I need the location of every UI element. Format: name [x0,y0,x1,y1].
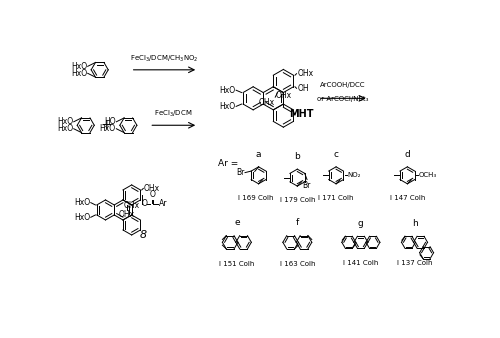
Text: OH: OH [298,84,309,93]
Text: I 179 Colh: I 179 Colh [280,197,315,203]
Text: d: d [404,150,410,159]
Text: HxO: HxO [74,213,90,222]
Text: a: a [256,150,262,159]
Text: FeCl$_3$/DCM/CH$_3$NO$_2$: FeCl$_3$/DCM/CH$_3$NO$_2$ [130,53,198,64]
Text: HxO: HxO [100,124,116,133]
Text: 8: 8 [140,230,147,240]
Text: g: g [358,219,364,228]
Text: OHx: OHx [259,98,275,107]
Text: HxO: HxO [74,198,90,207]
Text: HxO: HxO [219,102,236,111]
Text: OCH₃: OCH₃ [419,172,437,178]
Text: HxO: HxO [71,69,87,78]
Text: FeCl$_3$/DCM: FeCl$_3$/DCM [154,109,192,119]
Text: I 151 Colh: I 151 Colh [219,261,254,267]
Text: OHx: OHx [124,200,140,210]
Text: NO₂: NO₂ [348,172,361,178]
Text: e: e [234,218,239,227]
Text: HxO: HxO [71,62,87,71]
Text: OHx: OHx [118,210,134,219]
Text: Br: Br [236,168,244,177]
Text: I 171 Colh: I 171 Colh [318,195,354,200]
Text: Ar: Ar [159,199,168,208]
Text: b: b [294,152,300,162]
Text: O: O [150,190,155,199]
Text: or ArCOCl/NEt₃: or ArCOCl/NEt₃ [318,96,368,102]
Text: O: O [142,199,148,208]
Text: Ar =: Ar = [218,159,238,168]
Text: OHx: OHx [144,184,160,193]
Text: +: + [101,118,112,132]
Text: c: c [334,150,338,159]
Text: Br: Br [302,181,310,190]
Text: I 163 Colh: I 163 Colh [280,261,315,267]
Text: HxO: HxO [57,117,73,126]
Text: ArCOOH/DCC: ArCOOH/DCC [320,82,366,88]
Text: I 141 Colh: I 141 Colh [343,260,378,266]
Text: HxO: HxO [57,124,73,133]
Text: HxO: HxO [219,86,236,95]
Text: f: f [296,218,299,227]
Text: I 147 Colh: I 147 Colh [390,195,425,200]
Text: MHT: MHT [289,109,314,119]
Text: I 137 Colh: I 137 Colh [397,260,432,266]
Text: HO: HO [104,117,116,126]
Text: I 169 Colh: I 169 Colh [238,195,274,200]
Text: OHx: OHx [276,91,291,100]
Text: h: h [412,219,418,228]
Text: OHx: OHx [298,69,314,78]
